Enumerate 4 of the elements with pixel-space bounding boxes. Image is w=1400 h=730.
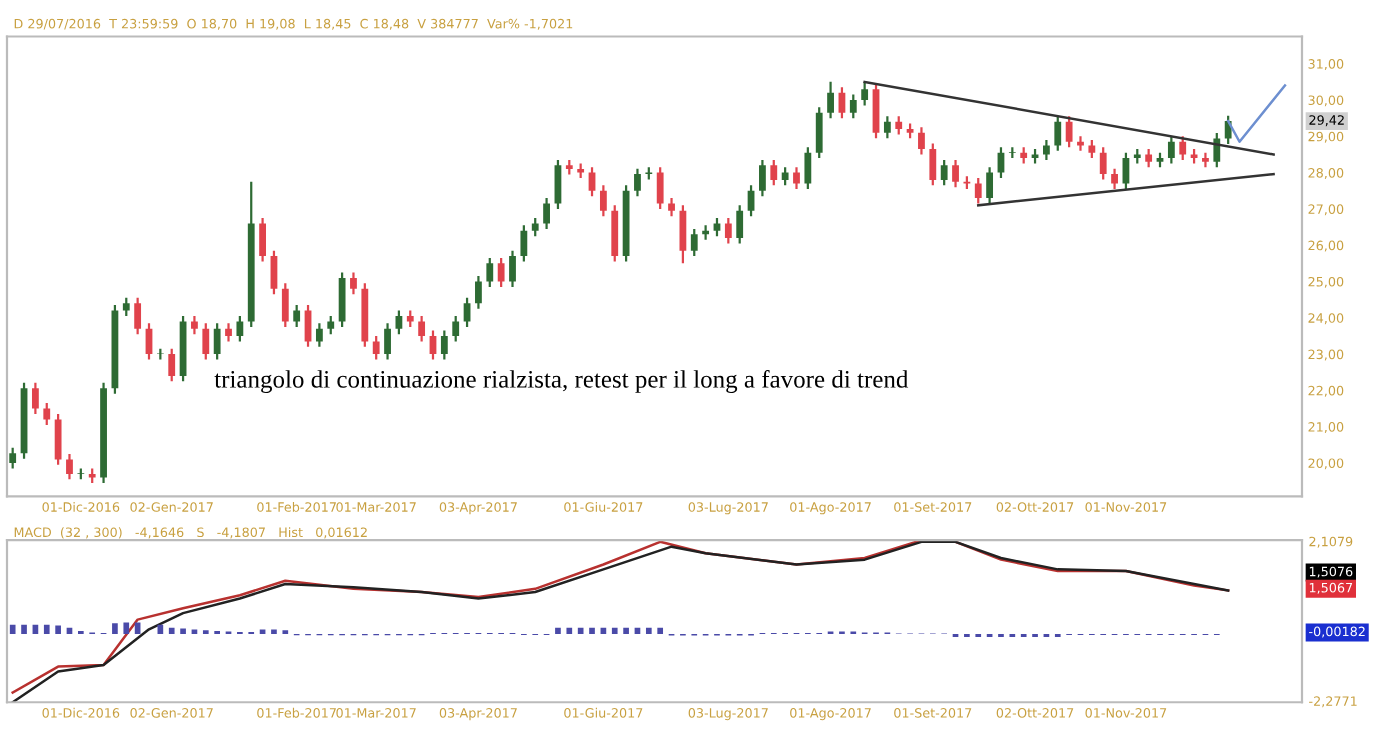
annotation: triangolo di continuazione rialzista, retest per il long a favore di trend <box>214 369 909 393</box>
candlestick <box>77 467 85 481</box>
candlestick <box>1008 146 1016 160</box>
candlestick <box>156 347 164 361</box>
